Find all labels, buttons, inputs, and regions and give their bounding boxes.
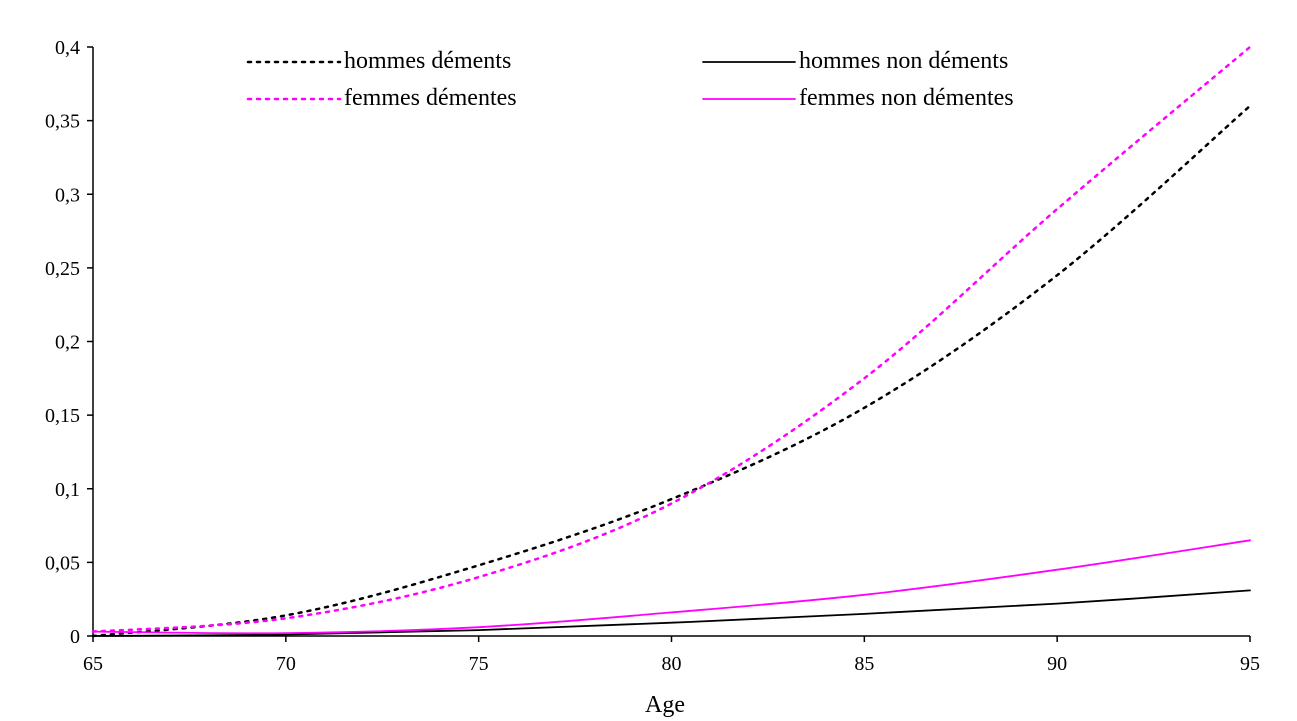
x-tick-label: 95 [1240,653,1260,675]
legend: hommes déments hommes non déments femmes d… [246,48,1014,111]
y-tick-label: 0,4 [55,37,80,59]
legend-label-1: hommes déments [344,48,511,74]
y-tick-label: 0,3 [55,184,80,206]
y-tick-label: 0,15 [45,405,80,427]
x-tick-label: 85 [854,653,874,675]
series-line-3 [91,45,1252,633]
series-line-1 [91,104,1252,638]
x-ticks: 65 70 75 80 85 90 95 [83,636,1260,675]
legend-label-3: femmes démentes [344,85,517,111]
y-tick-label: 0,25 [45,258,80,280]
y-tick-label: 0,1 [55,479,80,501]
axes [92,47,1250,637]
x-tick-label: 75 [469,653,489,675]
x-axis-title: Age [645,692,685,718]
x-tick-label: 65 [83,653,103,675]
y-tick-label: 0 [70,626,80,648]
series-line-4 [92,539,1251,635]
series-layer [91,45,1252,638]
y-tick-label: 0,35 [45,111,80,133]
x-tick-label: 70 [276,653,296,675]
y-tick-label: 0,05 [45,552,80,574]
y-tick-label: 0,2 [55,332,80,354]
x-tick-label: 80 [662,653,682,675]
legend-label-2: hommes non déments [799,48,1008,74]
y-ticks: 0 0,05 0,1 0,15 0,2 0,25 0,3 0,35 0,4 [45,37,93,648]
legend-label-4: femmes non démentes [799,85,1014,111]
series-line-2 [92,589,1251,637]
x-tick-label: 90 [1047,653,1067,675]
